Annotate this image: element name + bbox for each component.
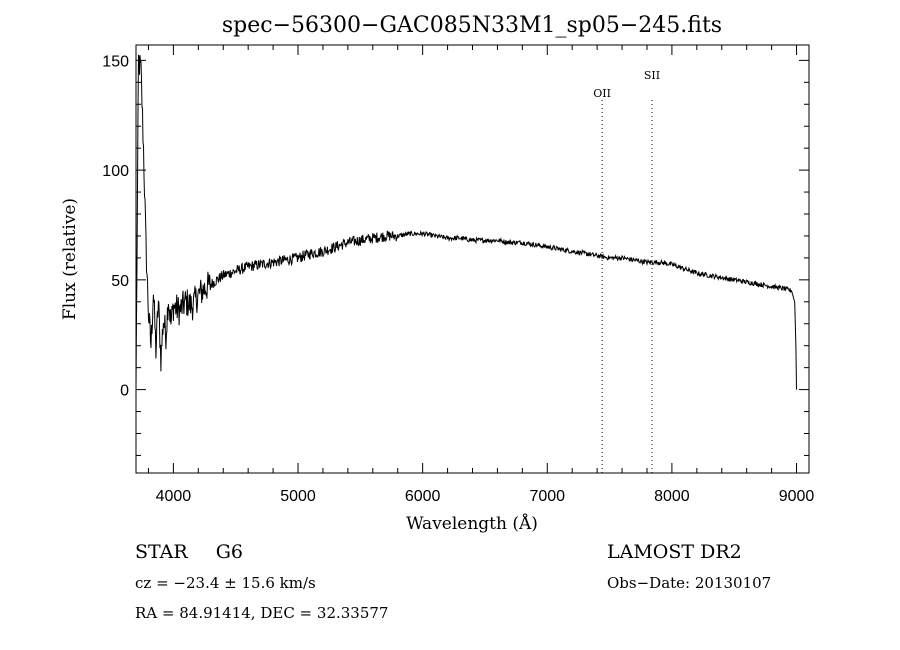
- y-tick-label: 50: [111, 273, 129, 290]
- x-tick-label: 6000: [405, 488, 441, 505]
- x-tick-label: 9000: [779, 488, 815, 505]
- y-tick-label: 0: [120, 383, 129, 400]
- x-tick-label: 8000: [654, 488, 690, 505]
- observation-date: Obs−Date: 20130107: [607, 574, 772, 592]
- object-subclass: G6: [215, 541, 243, 563]
- x-tick-label: 4000: [156, 488, 192, 505]
- x-tick-label: 7000: [529, 488, 565, 505]
- survey-name: LAMOST DR2: [607, 541, 742, 563]
- spectral-line-label: OII: [593, 87, 611, 100]
- y-tick-label: 150: [102, 53, 129, 70]
- plot-frame: [135, 44, 810, 474]
- coordinates-readout: RA = 84.91414, DEC = 32.33577: [135, 604, 389, 622]
- spectral-line-markers: OII SII: [593, 69, 660, 473]
- y-tick-label: 100: [102, 163, 129, 180]
- axis-tick-labels: 4000 5000 6000 7000 8000 9000 0 50 100 150: [102, 53, 814, 505]
- spectral-line-label: SII: [644, 69, 660, 82]
- spectrum-line: [135, 54, 797, 390]
- object-classification: STAR G6: [135, 541, 243, 563]
- object-class: STAR: [135, 541, 188, 563]
- velocity-readout: cz = −23.4 ± 15.6 km/s: [135, 574, 316, 592]
- y-axis-label: Flux (relative): [60, 198, 80, 320]
- x-axis-label: Wavelength (Å): [406, 513, 538, 534]
- x-tick-label: 5000: [280, 488, 316, 505]
- chart-title: spec−56300−GAC085N33M1_sp05−245.fits: [222, 13, 722, 38]
- axis-ticks: [136, 45, 809, 473]
